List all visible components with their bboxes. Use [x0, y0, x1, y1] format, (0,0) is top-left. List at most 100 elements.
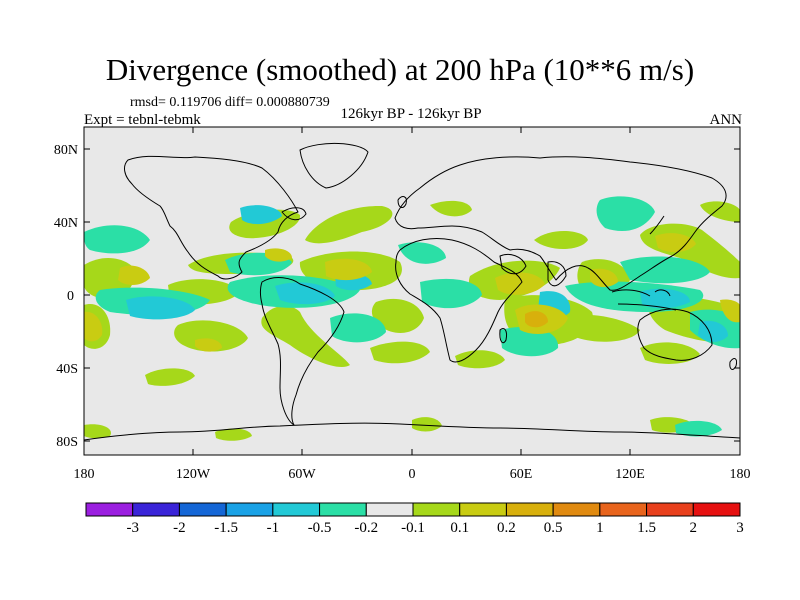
chart-title: Divergence (smoothed) at 200 hPa (10**6 … — [105, 52, 695, 87]
field-patch — [195, 338, 222, 352]
field-patch — [261, 305, 350, 368]
colorbar-label: -1 — [267, 520, 280, 536]
colorbar-label: -0.5 — [308, 520, 332, 536]
colorbar-swatch — [646, 502, 694, 517]
continent-outline — [499, 327, 507, 344]
colorbar-swatch — [132, 502, 180, 517]
continent-outline — [547, 261, 567, 287]
colorbar-swatch — [319, 502, 367, 517]
field-patch — [640, 288, 690, 309]
colorbar-swatch — [552, 502, 601, 517]
field-patch — [640, 342, 700, 364]
field-patch — [174, 320, 248, 352]
continent-outline — [729, 358, 737, 370]
colorbar-swatch — [178, 502, 227, 517]
field-patch — [265, 248, 292, 262]
field-patch — [84, 424, 111, 439]
colorbar-swatch — [599, 502, 648, 517]
colorbar-label: -1.5 — [214, 520, 238, 536]
colorbar-label: 2 — [690, 520, 698, 536]
lat-label-80s: 80S — [56, 435, 78, 450]
colorbar-swatch — [225, 502, 274, 517]
lon-label-60e: 60E — [510, 467, 533, 482]
coastlines — [84, 142, 740, 441]
field-patch — [370, 341, 430, 364]
continent-outline — [281, 207, 307, 221]
field-patch — [126, 296, 195, 320]
field-patch — [558, 314, 640, 342]
field-patch — [596, 196, 655, 232]
lon-label-60w: 60W — [288, 467, 316, 482]
field-patch — [398, 242, 446, 264]
colorbar-label: -2 — [173, 520, 186, 536]
field-patch — [430, 200, 472, 217]
season-label: ANN — [709, 112, 743, 128]
continent-outline — [649, 215, 665, 235]
continent-outline — [499, 253, 527, 275]
lat-label-80n: 80N — [54, 143, 78, 158]
field-patch — [305, 205, 393, 244]
field-patch — [455, 350, 505, 369]
lon-label-120w: 120W — [176, 467, 211, 482]
field-patch — [84, 225, 150, 254]
field-patch — [500, 326, 559, 357]
field-patch — [655, 233, 696, 253]
colorbar-swatch — [272, 502, 321, 517]
continent-outline — [124, 155, 299, 280]
field-patch — [420, 278, 482, 309]
field-patch — [700, 201, 740, 222]
colorbar-label: -0.2 — [354, 520, 378, 536]
field-patch — [620, 256, 710, 284]
continent-outline — [260, 277, 345, 426]
colorbar-labels: -3 -2 -1.5 -1 -0.5 -0.2 -0.1 0.1 0.2 0.5 1 1.5 2 3 — [126, 520, 743, 536]
continent-outline — [397, 196, 407, 208]
field-patch — [330, 313, 386, 343]
colorbar-swatch — [505, 502, 554, 517]
field-patch — [84, 311, 103, 342]
continent-outline — [299, 142, 369, 189]
field-patch — [275, 282, 335, 305]
field-patch — [590, 268, 618, 288]
lon-label-0: 0 — [409, 467, 416, 482]
colorbar — [85, 502, 741, 517]
field-patch — [325, 258, 372, 281]
colorbar-swatch — [412, 502, 461, 517]
lat-label-40n: 40N — [54, 216, 78, 231]
colorbar-swatch — [459, 502, 507, 517]
lat-label-0: 0 — [67, 289, 74, 304]
colorbar-swatch — [85, 502, 134, 517]
lon-label-120e: 120E — [615, 467, 645, 482]
continent-outline — [395, 237, 523, 363]
colorbar-label: 1.5 — [637, 520, 656, 536]
experiment-label: Expt = tebnl-tebmk — [84, 112, 201, 128]
colorbar-label: 0.1 — [450, 520, 469, 536]
field-patch — [720, 299, 740, 323]
colorbar-label: -0.1 — [401, 520, 425, 536]
field-patch — [215, 428, 252, 441]
colorbar-label: 3 — [736, 520, 744, 536]
continent-outline — [84, 422, 740, 441]
field-patch — [675, 420, 722, 437]
field-patch — [145, 368, 195, 386]
field-patch — [534, 230, 588, 249]
field-patch — [525, 311, 548, 328]
continent-outline — [637, 308, 713, 361]
lon-label-180w: 180 — [74, 467, 95, 482]
lat-ticks — [84, 148, 740, 442]
period-label: 126kyr BP - 126kyr BP — [340, 106, 482, 122]
colorbar-label: 0.5 — [544, 520, 563, 536]
continent-outline — [394, 156, 727, 291]
lon-label-180e: 180 — [730, 467, 751, 482]
stats-label: rmsd= 0.119706 diff= 0.000880739 — [130, 95, 330, 110]
colorbar-label: 0.2 — [497, 520, 516, 536]
field-patch — [118, 265, 150, 285]
lat-label-40s: 40S — [56, 362, 78, 377]
colorbar-label: 1 — [596, 520, 604, 536]
colorbar-label: -3 — [126, 520, 139, 536]
field-patch — [412, 417, 442, 432]
lon-ticks — [192, 127, 631, 455]
field-patch — [495, 272, 545, 295]
colorbar-swatch — [692, 502, 741, 517]
field-patch — [240, 205, 282, 225]
